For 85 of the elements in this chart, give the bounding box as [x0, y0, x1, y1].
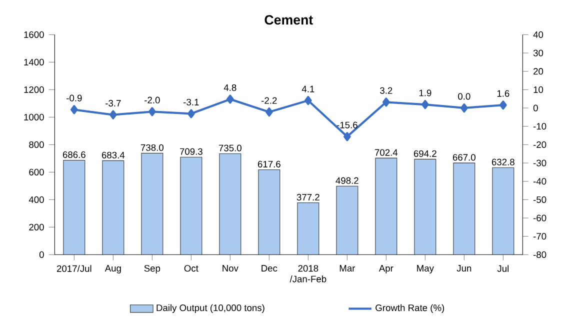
data-label: 377.2	[296, 194, 320, 201]
data-label: 738.0	[140, 144, 164, 151]
point	[188, 109, 195, 118]
y2-tick-label: 30	[533, 50, 544, 56]
point	[343, 132, 351, 142]
point	[110, 110, 117, 120]
y2-tick-label: -10	[533, 123, 546, 130]
y2-tick-label: -50	[533, 196, 546, 203]
point	[499, 100, 507, 110]
data-label: -2.0	[144, 96, 160, 104]
y2-tick-label: 20	[534, 68, 544, 75]
y2-tick-label: -20	[533, 141, 546, 148]
x-tick-label: 2018 /Jan-Feb	[290, 265, 326, 282]
y2-tick-label: 40	[533, 31, 544, 38]
bar	[63, 160, 86, 255]
data-label: 4.8	[224, 84, 236, 91]
y-tick-label: 800	[29, 141, 44, 148]
data-label: 3.2	[380, 87, 392, 94]
chart-title: Cement	[264, 15, 313, 25]
legend-label: Growth Rate (%)	[376, 304, 444, 313]
y2-tick-label: -60	[533, 214, 546, 222]
x-tick-label: Aug	[104, 265, 121, 274]
y2-tick-label: 10	[534, 86, 544, 93]
y-tick-label: 1000	[24, 114, 44, 120]
data-label: 702.4	[374, 149, 398, 156]
data-label: 686.6	[62, 151, 86, 158]
y2-tick-label: -80	[533, 251, 546, 258]
y-tick-label: 0	[39, 251, 44, 258]
data-label: -0.9	[66, 94, 82, 102]
bar	[492, 167, 514, 255]
y-tick-label: 1200	[24, 86, 44, 93]
y-tick-label: 1400	[24, 58, 44, 66]
bar	[102, 160, 124, 255]
point	[148, 107, 156, 116]
legend-label: Daily Output (10,000 tons)	[156, 304, 264, 313]
data-label: 617.6	[258, 160, 280, 168]
y2-tick-label: -30	[533, 160, 546, 166]
data-label: 694.2	[414, 150, 436, 157]
data-label: -2.2	[262, 97, 277, 104]
y-tick-label: 600	[29, 168, 44, 176]
data-label: -15.6	[336, 122, 358, 128]
bar	[336, 186, 358, 255]
point	[266, 107, 273, 117]
y2-tick-label: 0	[533, 104, 538, 112]
x-tick-label: Jun	[456, 265, 472, 272]
x-tick-label: 2017/Jul	[56, 265, 92, 272]
bar	[219, 153, 242, 255]
data-label: 4.1	[302, 86, 314, 92]
point	[421, 100, 429, 110]
y-tick-label: 1600	[24, 31, 44, 38]
bar	[453, 162, 476, 255]
bar	[258, 169, 280, 255]
x-tick-label: Sep	[144, 265, 160, 274]
x-tick-label: Apr	[378, 265, 394, 274]
y-tick-label: 400	[28, 196, 44, 203]
point	[460, 103, 468, 113]
data-label: 632.8	[492, 158, 514, 166]
point	[70, 105, 78, 114]
y2-tick-label: -70	[533, 233, 546, 240]
data-label: 709.3	[180, 148, 202, 155]
x-tick-label: Jul	[497, 265, 508, 272]
bar	[414, 158, 436, 255]
data-label: 1.6	[497, 90, 510, 97]
data-label: 683.4	[102, 152, 125, 158]
bar	[375, 158, 398, 255]
bar	[141, 152, 164, 255]
data-label: 498.2	[336, 177, 358, 184]
data-label: 0.0	[458, 93, 470, 100]
data-label: -3.7	[106, 100, 121, 107]
x-tick-label: May	[417, 265, 434, 274]
point	[226, 94, 234, 104]
x-tick-label: Dec	[262, 265, 278, 272]
y-tick-label: 200	[29, 224, 44, 230]
data-label: -3.1	[184, 98, 199, 106]
data-label: 735.0	[218, 144, 242, 152]
bar	[297, 202, 320, 255]
x-tick-label: Mar	[340, 265, 356, 272]
x-tick-label: Oct	[184, 265, 198, 272]
point	[382, 98, 390, 107]
x-tick-label: Nov	[222, 265, 238, 272]
data-label: 1.9	[419, 90, 432, 96]
data-label: 667.0	[452, 154, 476, 161]
point	[304, 96, 312, 106]
y2-tick-label: -40	[533, 178, 546, 185]
bar	[180, 156, 202, 255]
